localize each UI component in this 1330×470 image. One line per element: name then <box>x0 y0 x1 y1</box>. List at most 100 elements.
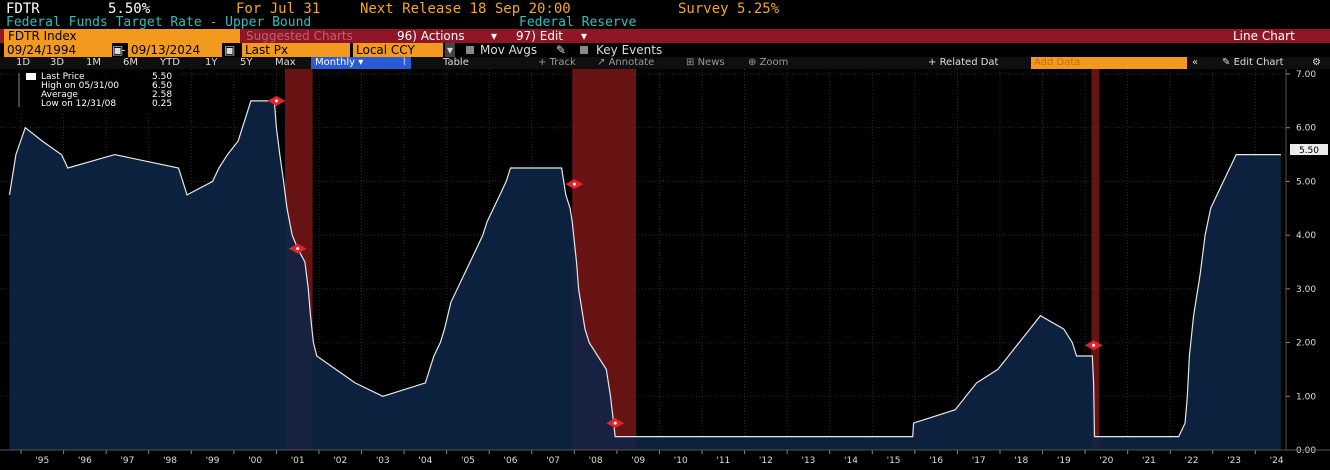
x-tick-label: '00 <box>248 456 262 466</box>
source-label: Federal Reserve <box>519 15 637 30</box>
range-5y[interactable]: 5Y <box>240 57 253 68</box>
y-tick-label: 1.00 <box>1296 392 1316 402</box>
x-tick-label: '03 <box>376 456 390 466</box>
track-label: Track <box>549 57 576 68</box>
survey: Survey 5.25% <box>678 1 780 17</box>
table-button[interactable]: Table <box>443 57 469 68</box>
settings-gear-icon[interactable]: ⚙ <box>1312 57 1321 68</box>
actions-chevron-icon[interactable]: ▾ <box>491 29 498 43</box>
legend-label-0: Last Price <box>41 72 85 82</box>
news-button[interactable]: ⊞ News <box>686 57 725 68</box>
y-tick-label: 0.00 <box>1296 446 1316 456</box>
edit-button[interactable]: 97) Edit <box>516 29 564 43</box>
key-events-checkbox[interactable] <box>580 46 588 54</box>
x-tick-label: '11 <box>716 456 730 466</box>
x-tick-label: '18 <box>1014 456 1028 466</box>
calendar-icon-end[interactable]: ▣ <box>224 43 236 57</box>
range-max[interactable]: Max <box>275 57 296 68</box>
legend-value-2: 2.58 <box>152 90 172 100</box>
series-description: Federal Funds Target Rate - Upper Bound <box>6 15 312 30</box>
x-tick-label: '09 <box>631 456 645 466</box>
calendar-icon[interactable]: ▣ <box>112 43 124 57</box>
event-markers[interactable] <box>267 95 1103 429</box>
range-1m[interactable]: 1M <box>86 57 101 68</box>
add-data-field[interactable]: Add Data <box>1031 57 1187 69</box>
legend-background <box>10 71 180 113</box>
legend-value-3: 0.25 <box>152 99 172 109</box>
event-marker-icon[interactable] <box>606 418 625 429</box>
security-field[interactable]: FDTR Index <box>4 29 240 43</box>
mov-avgs-label[interactable]: Mov Avgs <box>480 43 538 57</box>
range-3d[interactable]: 3D <box>50 57 65 68</box>
edit-chart-label: Edit Chart <box>1233 57 1284 68</box>
x-tick-label: '95 <box>35 456 49 466</box>
annotate-button[interactable]: ↗ Annotate <box>597 57 655 68</box>
range-6m[interactable]: 6M <box>123 57 138 68</box>
frequency-selector[interactable]: Monthly ▾ <box>311 57 399 69</box>
y-tick-label: 3.00 <box>1296 285 1316 295</box>
x-tick-label: '17 <box>972 456 986 466</box>
y-tick-label: 7.00 <box>1296 70 1316 80</box>
range-bar: 1D 3D 1M 6M YTD 1Y 5Y Max Monthly ▾ ⌇ Ta… <box>0 57 1330 69</box>
ticker: FDTR <box>6 1 40 17</box>
collapse-icon[interactable]: « <box>1192 57 1199 68</box>
legend-label-3: Low on 12/31/08 <box>41 99 116 109</box>
related-data-button[interactable]: + Related Dat <box>928 57 999 68</box>
recession-band <box>1091 69 1100 450</box>
last-price-marker: 5.50 <box>1290 144 1328 156</box>
event-marker-icon[interactable] <box>288 243 307 254</box>
y-tick-label: 5.00 <box>1296 177 1316 187</box>
key-events-label[interactable]: Key Events <box>596 43 663 57</box>
y-tick-label: 2.00 <box>1296 339 1316 349</box>
x-tick-label: '12 <box>759 456 773 466</box>
x-tick-label: '15 <box>887 456 901 466</box>
y-tick-label: 4.00 <box>1296 231 1316 241</box>
start-date-field[interactable]: 09/24/1994 <box>4 43 112 57</box>
currency-dropdown-icon[interactable]: ▾ <box>445 43 456 57</box>
x-tick-label: '07 <box>546 456 560 466</box>
chart-style-icon[interactable]: ⌇ <box>398 57 411 69</box>
legend-value-1: 6.50 <box>152 81 172 91</box>
zoom-label: Zoom <box>759 57 789 68</box>
x-tick-label: '14 <box>844 456 858 466</box>
field-selector[interactable]: Last Px <box>242 43 350 57</box>
legend: Last Price 5.50 High on 05/31/00 6.50 Av… <box>10 71 180 113</box>
x-tick-label: '23 <box>1227 456 1241 466</box>
chart-area[interactable]: 0.001.002.003.004.005.006.007.00 '95'96 '… <box>0 69 1330 470</box>
legend-label-1: High on 05/31/00 <box>41 81 119 91</box>
track-button[interactable]: + Track <box>538 57 576 68</box>
event-marker-icon[interactable] <box>565 179 584 190</box>
edit-chevron-icon[interactable]: ▾ <box>581 29 588 43</box>
range-1d[interactable]: 1D <box>16 57 31 68</box>
edit-chart-button[interactable]: ✎ Edit Chart <box>1222 57 1284 68</box>
currency-selector[interactable]: Local CCY <box>353 43 443 57</box>
mov-avgs-checkbox[interactable] <box>466 46 474 54</box>
x-tick-label: '98 <box>163 456 177 466</box>
event-marker-icon[interactable] <box>267 95 286 106</box>
event-marker-dot <box>296 247 300 251</box>
news-label: News <box>697 57 725 68</box>
related-data-label: Related Dat <box>939 57 999 68</box>
chart-type-label[interactable]: Line Chart <box>1233 29 1295 43</box>
x-tick-label: '19 <box>1057 456 1071 466</box>
x-tick-label: '10 <box>674 456 688 466</box>
for-label: For Jul 31 <box>236 1 321 17</box>
zoom-button[interactable]: ⊕ Zoom <box>748 57 789 68</box>
pencil-icon[interactable]: ✎ <box>556 43 567 57</box>
last-value: 5.50% <box>108 1 151 17</box>
event-marker-icon[interactable] <box>1084 340 1103 351</box>
end-date-field[interactable]: 09/13/2024 <box>128 43 222 57</box>
annotate-label: Annotate <box>608 57 655 68</box>
description-row: Federal Funds Target Rate - Upper Bound … <box>0 15 1330 30</box>
legend-swatch-icon <box>26 73 36 80</box>
toolbar: FDTR Index Suggested Charts 96) Actions … <box>0 29 1330 43</box>
date-separator-icon: - <box>121 43 126 57</box>
suggested-charts-button[interactable]: Suggested Charts <box>246 29 353 43</box>
actions-button[interactable]: 96) Actions <box>397 29 465 43</box>
rate-area-fill <box>9 100 1281 451</box>
range-ytd[interactable]: YTD <box>160 57 180 68</box>
header-row: FDTR 5.50% For Jul 31 Next Release 18 Se… <box>0 1 1330 17</box>
range-1y[interactable]: 1Y <box>205 57 218 68</box>
x-tick-label: '06 <box>504 456 518 466</box>
x-tick-label: '97 <box>120 456 134 466</box>
